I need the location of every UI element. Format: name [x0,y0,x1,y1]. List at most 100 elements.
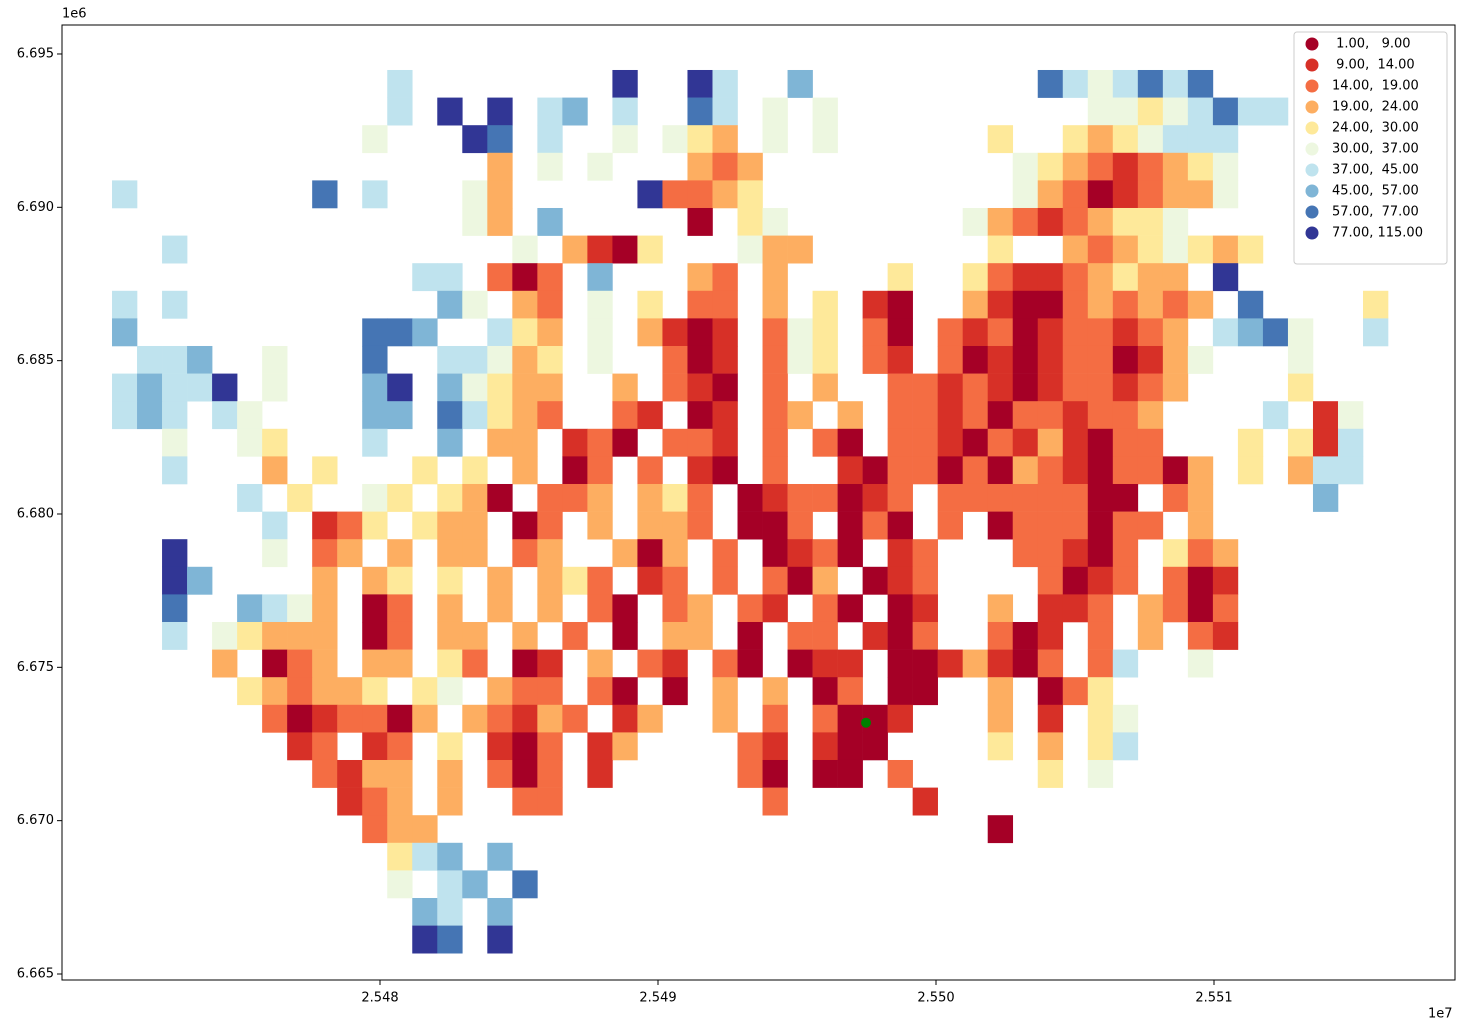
grid-cell [1112,566,1139,595]
grid-cell [112,318,138,347]
grid-cell [262,704,288,733]
grid-cell [687,456,713,485]
grid-cell [812,759,838,788]
grid-cell [412,511,438,540]
grid-cell [1287,456,1314,485]
grid-cell [737,511,763,540]
grid-cell [1037,732,1064,761]
grid-cell [1112,69,1139,98]
grid-cell [512,318,538,347]
grid-cell [387,539,413,568]
grid-cell [1287,345,1314,374]
grid-cell [462,207,488,236]
grid-cell [787,318,813,347]
grid-cell [587,594,613,623]
grid-cell [1137,401,1164,430]
grid-cell [962,263,989,292]
grid-cell [1312,428,1339,457]
grid-cell [1087,152,1114,181]
grid-cell [487,594,513,623]
grid-cell [312,180,338,209]
grid-cell [412,677,438,706]
grid-cell [887,511,913,540]
grid-cell [1262,97,1289,126]
grid-cell [987,290,1014,319]
grid-cell [362,787,388,816]
grid-cell [387,732,413,761]
grid-cell [812,621,838,650]
grid-cell [1087,732,1114,761]
grid-cell [637,318,663,347]
grid-cell [687,594,713,623]
grid-cell [512,263,538,292]
grid-cell [887,318,913,347]
legend-swatch [1305,163,1319,177]
grid-cell [437,539,463,568]
grid-cell [487,566,513,595]
grid-cell [1187,621,1214,650]
grid-cell [762,235,788,264]
grid-cell [1112,345,1139,374]
grid-cell [212,649,238,678]
grid-cell [937,649,963,678]
grid-cell [687,152,713,181]
grid-cell [612,732,638,761]
grid-cell [837,732,863,761]
grid-cell [687,125,713,154]
grid-cell [637,539,663,568]
grid-cell [612,704,638,733]
grid-cell [887,677,913,706]
grid-cell [362,732,388,761]
grid-cell [712,152,738,181]
grid-cell [437,621,463,650]
legend-swatch [1305,184,1319,198]
grid-cell [1212,539,1239,568]
grid-cell [737,621,763,650]
grid-cell [412,842,438,871]
grid-cell [462,373,488,402]
grid-cell [337,704,363,733]
grid-cell [112,290,138,319]
grid-cell [462,180,488,209]
y-tick-label: 6.665 [17,966,54,981]
grid-cell [712,125,738,154]
grid-cell [1187,180,1214,209]
grid-cell [587,235,613,264]
grid-cell [1087,456,1114,485]
grid-cell [312,732,338,761]
grid-cell [187,373,213,402]
grid-cell [1087,401,1114,430]
grid-cell [687,345,713,374]
grid-cell [1062,456,1089,485]
grid-cell [587,290,613,319]
grid-cell [1137,594,1164,623]
grid-cell [612,97,638,126]
grid-cell [1012,345,1039,374]
grid-cell [1087,235,1114,264]
legend: 1.00, 9.00 9.00, 14.00 14.00, 19.00 19.00,… [1293,31,1448,265]
grid-cell [1012,207,1039,236]
grid-cell [362,318,388,347]
grid-cell [1062,483,1089,512]
grid-cell [1012,290,1039,319]
grid-cell [362,180,388,209]
grid-cell [537,649,563,678]
grid-cell [1012,373,1039,402]
grid-cell [1137,621,1164,650]
grid-cell [637,180,663,209]
grid-cell [1162,373,1189,402]
grid-cell [1112,207,1139,236]
grid-cell [587,263,613,292]
grid-cell [1062,401,1089,430]
grid-cell [512,870,538,899]
grid-cell [437,483,463,512]
legend-box [1293,31,1448,265]
grid-cell [462,621,488,650]
grid-cell [1137,290,1164,319]
grid-cell [262,539,288,568]
grid-cell [537,594,563,623]
grid-cell [762,428,788,457]
grid-cell [762,125,788,154]
grid-cell [237,428,263,457]
grid-cell [887,649,913,678]
